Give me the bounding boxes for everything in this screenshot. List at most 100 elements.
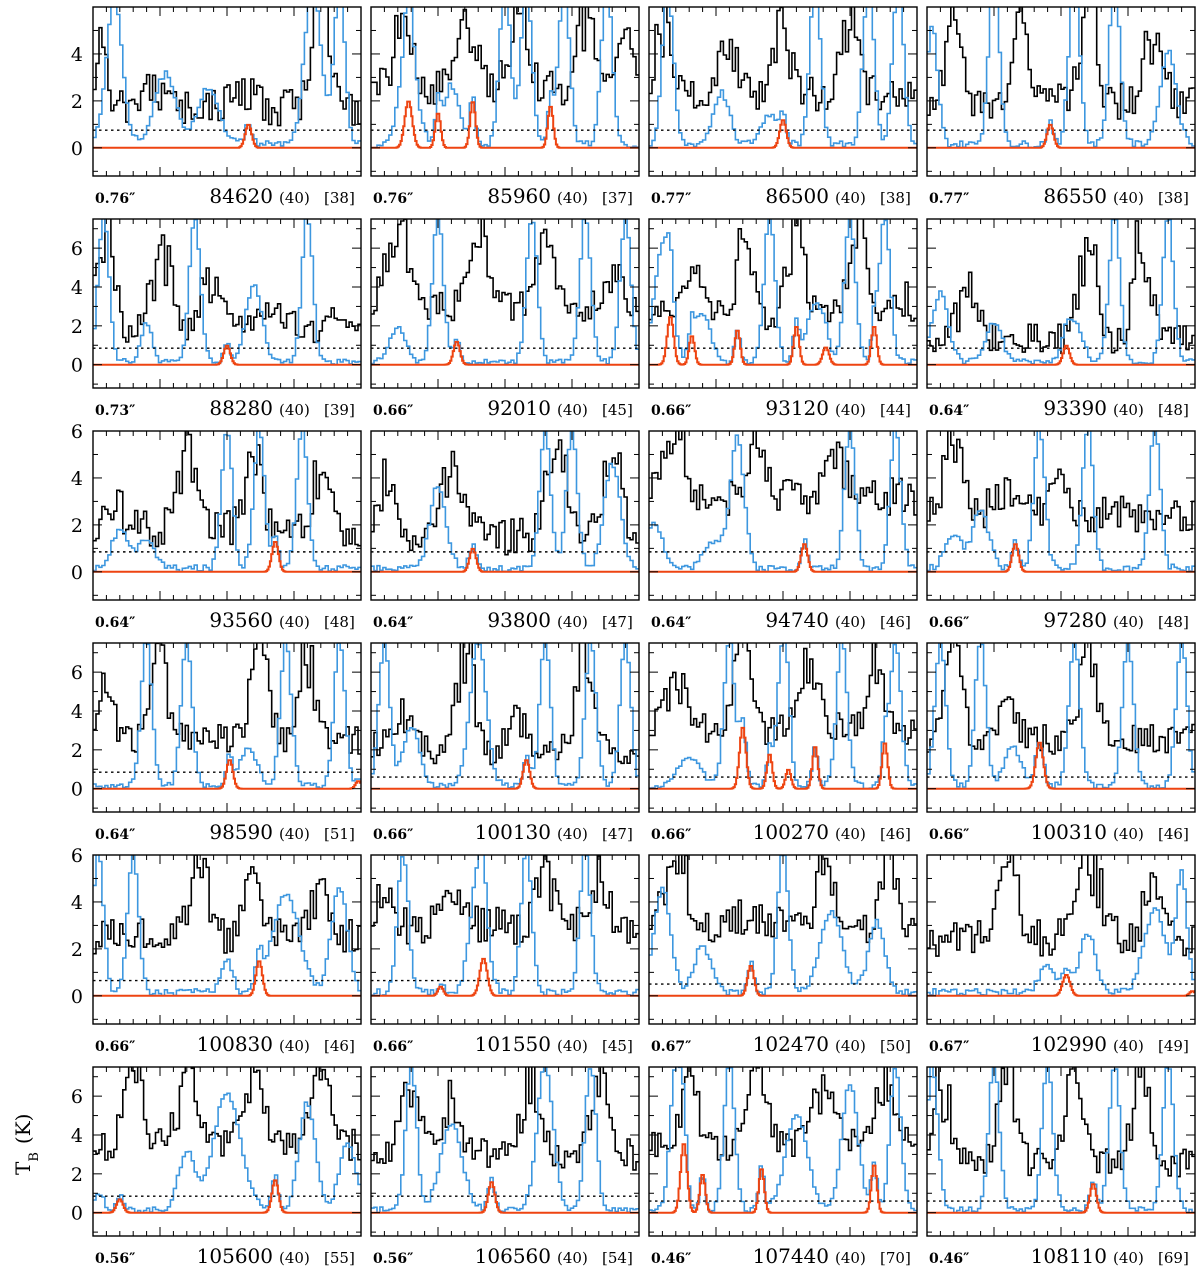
frequency-label: 102470	[753, 1032, 829, 1056]
spectrum-panel: 0.46″ 108110 (40) [69]	[926, 1066, 1196, 1268]
channel-count-label: (40)	[835, 189, 866, 207]
observed-spectrum	[371, 1067, 639, 1171]
observed-spectrum	[371, 855, 639, 945]
beam-size-label: 0.66″	[373, 403, 413, 419]
frequency-label: 106560	[475, 1244, 551, 1268]
panel-plot-area	[371, 1067, 639, 1214]
beam-size-label: 0.56″	[95, 1251, 135, 1267]
frequency-label: 86550	[1043, 184, 1107, 208]
spectrum-panel: 0.66″ 100270 (40) [46]	[648, 642, 918, 844]
line-index-label: [44]	[880, 401, 911, 419]
species-model	[93, 1179, 361, 1214]
frequency-label: 88280	[209, 396, 273, 420]
all-species-model	[927, 7, 1195, 149]
all-species-model	[93, 1092, 361, 1214]
all-species-model	[371, 855, 639, 997]
y-tick-label: 2	[71, 1164, 83, 1186]
species-model	[371, 1181, 639, 1214]
channel-count-label: (40)	[279, 401, 310, 419]
frequency-label: 105600	[197, 1244, 273, 1268]
channel-count-label: (40)	[835, 1037, 866, 1055]
spectrum-panel: 0.77″ 86500 (40) [38]	[648, 6, 918, 208]
spectrum-panel: 0 2 4 6 0.56″ 105600 (40) [55]	[71, 1066, 362, 1268]
channel-count-label: (40)	[1113, 825, 1144, 843]
all-species-model	[371, 219, 639, 365]
species-model	[649, 316, 917, 366]
y-tick-label: 6	[71, 421, 83, 443]
panel-plot-area	[649, 1067, 917, 1214]
y-tick-label: 2	[71, 316, 83, 338]
spectrum-panel: 0.64″ 93390 (40) [48]	[926, 218, 1196, 420]
observed-spectrum	[927, 220, 1195, 355]
spectrum-panel: 0 2 4 0.76″ 84620 (40) [38]	[71, 6, 362, 208]
channel-count-label: (40)	[1113, 1249, 1144, 1267]
spectrum-panel: 0.66″ 100310 (40) [46]	[926, 642, 1196, 844]
beam-size-label: 0.73″	[95, 403, 135, 419]
panel-frame	[370, 854, 640, 1025]
panel-frame	[92, 6, 362, 177]
frequency-label: 86500	[765, 184, 829, 208]
species-model	[93, 541, 361, 573]
line-index-label: [49]	[1158, 1037, 1189, 1055]
frequency-label: 100130	[475, 820, 551, 844]
observed-spectrum	[649, 431, 917, 516]
y-tick-label: 4	[71, 1125, 83, 1147]
y-tick-label: 4	[71, 701, 83, 723]
panel-frame	[926, 642, 1196, 813]
frequency-label: 93120	[765, 396, 829, 420]
species-model	[927, 974, 1195, 997]
species-model	[371, 957, 639, 997]
observed-spectrum	[93, 1067, 361, 1161]
spectrum-panel: 0.76″ 85960 (40) [37]	[370, 6, 640, 208]
channel-count-label: (40)	[279, 1249, 310, 1267]
spectrum-panel: 0.66″ 101550 (40) [45]	[370, 854, 640, 1056]
beam-size-label: 0.64″	[95, 615, 135, 631]
panel-frame	[92, 430, 362, 601]
frequency-label: 94740	[765, 608, 829, 632]
line-index-label: [46]	[880, 613, 911, 631]
beam-size-label: 0.64″	[651, 615, 691, 631]
all-species-model	[93, 219, 361, 366]
panel-plot-area	[927, 1067, 1195, 1214]
observed-spectrum	[649, 7, 917, 112]
line-index-label: [46]	[880, 825, 911, 843]
beam-size-label: 0.67″	[651, 1039, 691, 1055]
line-index-label: [38]	[1158, 189, 1189, 207]
line-index-label: [38]	[324, 189, 355, 207]
species-model	[93, 960, 361, 997]
beam-size-label: 0.67″	[929, 1039, 969, 1055]
line-index-label: [47]	[602, 825, 633, 843]
species-model	[649, 1143, 917, 1214]
observed-spectrum	[927, 855, 1195, 957]
observed-spectrum	[371, 7, 639, 106]
frequency-label: 108110	[1031, 1244, 1107, 1268]
beam-size-label: 0.64″	[929, 403, 969, 419]
panel-plot-area	[649, 219, 917, 366]
beam-size-label: 0.77″	[929, 191, 969, 207]
spectrum-panel: 0.56″ 106560 (40) [54]	[370, 1066, 640, 1268]
observed-spectrum	[93, 643, 361, 755]
line-index-label: [69]	[1158, 1249, 1189, 1267]
y-tick-label: 4	[71, 468, 83, 490]
frequency-label: 97280	[1043, 608, 1107, 632]
observed-spectrum	[371, 439, 639, 556]
y-tick-label: 6	[71, 238, 83, 260]
y-tick-label: 6	[71, 662, 83, 684]
line-index-label: [46]	[324, 1037, 355, 1055]
line-index-label: [48]	[324, 613, 355, 631]
panel-plot-area	[927, 7, 1195, 149]
panel-plot-area	[649, 7, 917, 149]
channel-count-label: (40)	[1113, 189, 1144, 207]
line-index-label: [51]	[324, 825, 355, 843]
panel-plot-area	[927, 643, 1195, 790]
channel-count-label: (40)	[557, 401, 588, 419]
line-index-label: [38]	[880, 189, 911, 207]
channel-count-label: (40)	[557, 189, 588, 207]
species-model	[371, 340, 639, 366]
beam-size-label: 0.56″	[373, 1251, 413, 1267]
y-tick-label: 4	[71, 277, 83, 299]
panel-plot-area	[93, 1067, 361, 1214]
observed-spectrum	[93, 7, 361, 127]
line-index-label: [39]	[324, 401, 355, 419]
beam-size-label: 0.66″	[929, 615, 969, 631]
